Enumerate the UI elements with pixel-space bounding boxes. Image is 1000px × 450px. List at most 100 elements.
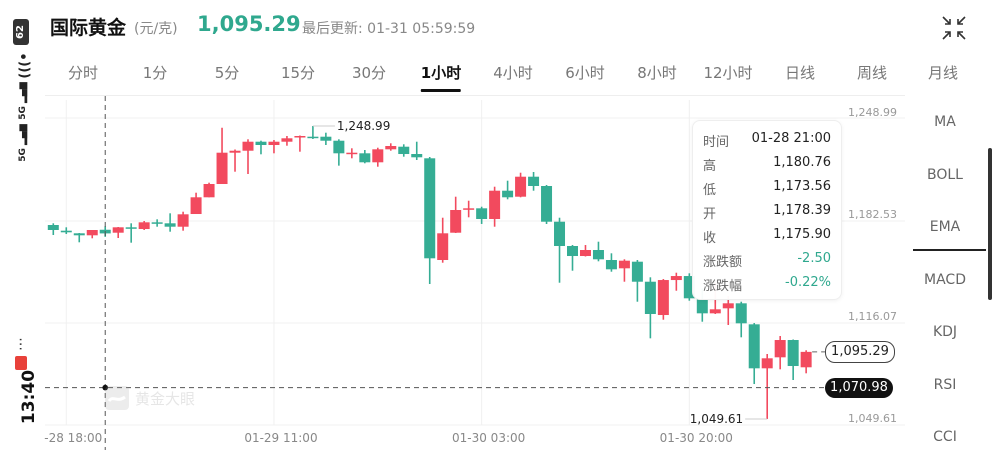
- candle-body: [60, 230, 72, 233]
- y-tick-label: 1,116.07: [848, 310, 897, 323]
- candle-body: [605, 260, 617, 270]
- candle-body: [268, 141, 280, 146]
- exit-fullscreen-button[interactable]: [940, 14, 968, 42]
- candle-body: [592, 250, 604, 260]
- candle-body: [242, 141, 254, 151]
- tooltip-key: 涨跌幅: [703, 279, 743, 294]
- candle-body: [307, 136, 319, 139]
- candle-body: [138, 222, 150, 230]
- candle-body: [670, 276, 682, 281]
- tab-4[interactable]: 30分: [351, 64, 387, 82]
- candle-body: [372, 149, 384, 163]
- tooltip-row: 开 1,178.39: [703, 203, 831, 223]
- indicator-cci[interactable]: CCI: [933, 429, 957, 445]
- candle-body: [203, 184, 215, 198]
- last-update-time: 最后更新: 01-31 05:59:59: [302, 21, 476, 37]
- candle-body: [73, 233, 85, 236]
- tooltip-row: 收 1,175.90: [703, 227, 831, 247]
- candle-body: [476, 208, 488, 220]
- last-price-tag: 1,095.29: [825, 340, 895, 363]
- candle-body: [761, 358, 773, 369]
- indicator-rsi[interactable]: RSI: [933, 377, 957, 393]
- candle-body: [618, 260, 630, 269]
- page-title: 国际黄金: [50, 17, 127, 39]
- candle-body: [177, 214, 189, 227]
- tab-8[interactable]: 8小时: [637, 64, 677, 82]
- tooltip-value: 01-28 21:00: [751, 131, 831, 146]
- x-tick-label: 01-30 03:00: [452, 431, 525, 445]
- tab-0[interactable]: 分时: [67, 64, 99, 82]
- candle-body: [554, 221, 566, 247]
- y-tick-label: 1,248.99: [848, 106, 897, 119]
- candle-body: [463, 208, 475, 210]
- indicator-boll[interactable]: BOLL: [927, 167, 963, 183]
- crosshair-price-tag: 1,070.98: [825, 377, 893, 398]
- min-price-label: 1,049.61: [690, 412, 743, 426]
- tooltip-key: 高: [703, 159, 717, 174]
- candle-body: [774, 340, 786, 358]
- candle-body: [515, 176, 527, 197]
- indicator-kdj[interactable]: KDJ: [932, 324, 958, 340]
- candle-body: [320, 136, 332, 141]
- candle-body: [735, 303, 747, 324]
- crosshair-dot: [102, 384, 109, 391]
- candle-body: [644, 281, 656, 315]
- tooltip-key: 收: [703, 231, 717, 246]
- tab-5[interactable]: 1小时: [420, 64, 462, 92]
- candle-body: [385, 146, 397, 150]
- indicator-ema[interactable]: EMA: [910, 219, 986, 251]
- tab-9[interactable]: 12小时: [703, 64, 753, 82]
- tab-2[interactable]: 5分: [214, 64, 240, 82]
- tooltip-row: 低 1,173.56: [703, 179, 831, 199]
- indicator-macd[interactable]: MACD: [924, 272, 966, 288]
- tooltip-value: 1,175.90: [773, 227, 831, 242]
- indicator-ma[interactable]: MA: [934, 114, 956, 130]
- candle-body: [424, 158, 436, 259]
- candle-body: [255, 141, 267, 146]
- watermark-text: 黄金大眼: [135, 390, 195, 408]
- scrollbar[interactable]: [988, 148, 992, 300]
- tooltip-value: 1,173.56: [773, 179, 831, 194]
- tab-6[interactable]: 4小时: [493, 64, 533, 82]
- candle-body: [541, 186, 553, 222]
- exit-fullscreen-icon: [942, 16, 966, 40]
- candle-body: [437, 233, 449, 261]
- candle-body: [86, 230, 98, 236]
- candle-body: [450, 209, 462, 233]
- current-price: 1,095.29: [197, 12, 301, 36]
- tooltip-row: 涨跌额 -2.50: [703, 251, 831, 271]
- tab-7[interactable]: 6小时: [565, 64, 605, 82]
- candle-body: [696, 299, 708, 314]
- candle-body: [190, 197, 202, 215]
- tab-10[interactable]: 日线: [784, 64, 816, 82]
- x-tick-label: -28 18:00: [44, 431, 102, 445]
- x-tick-label: 01-29 11:00: [244, 431, 317, 445]
- x-tick-label: 01-30 20:00: [660, 431, 733, 445]
- candle-body: [359, 153, 371, 163]
- candle-body: [502, 190, 514, 198]
- tooltip-row: 时间 01-28 21:00: [703, 131, 831, 151]
- candle-body: [112, 227, 124, 233]
- watermark-logo: 黄金大眼: [105, 386, 205, 416]
- tooltip-value: -2.50: [797, 251, 831, 266]
- candle-body: [489, 190, 501, 220]
- candle-body: [722, 303, 734, 309]
- candle-body: [657, 280, 669, 316]
- tab-3[interactable]: 15分: [280, 64, 316, 82]
- notification-app-icon: [15, 356, 27, 370]
- candlestick-chart[interactable]: 1,248.99 1,182.53 1,116.07 1,049.61 -28 18:0…: [0, 0, 910, 450]
- candle-body: [411, 154, 423, 158]
- tooltip-row: 涨跌幅 -0.22%: [703, 275, 831, 295]
- tab-1[interactable]: 1分: [142, 64, 168, 82]
- y-tick-label: 1,182.53: [848, 208, 897, 221]
- tab-12[interactable]: 月线: [927, 64, 959, 82]
- candle-body: [398, 146, 410, 155]
- tooltip-key: 涨跌额: [703, 255, 743, 270]
- tab-11[interactable]: 周线: [856, 64, 888, 82]
- tooltip-row: 高 1,180.76: [703, 155, 831, 175]
- candle-body: [333, 140, 345, 154]
- candle-body: [216, 152, 228, 185]
- candle-body: [151, 222, 163, 224]
- price-unit: (元/克): [134, 21, 178, 37]
- candle-body: [125, 227, 137, 229]
